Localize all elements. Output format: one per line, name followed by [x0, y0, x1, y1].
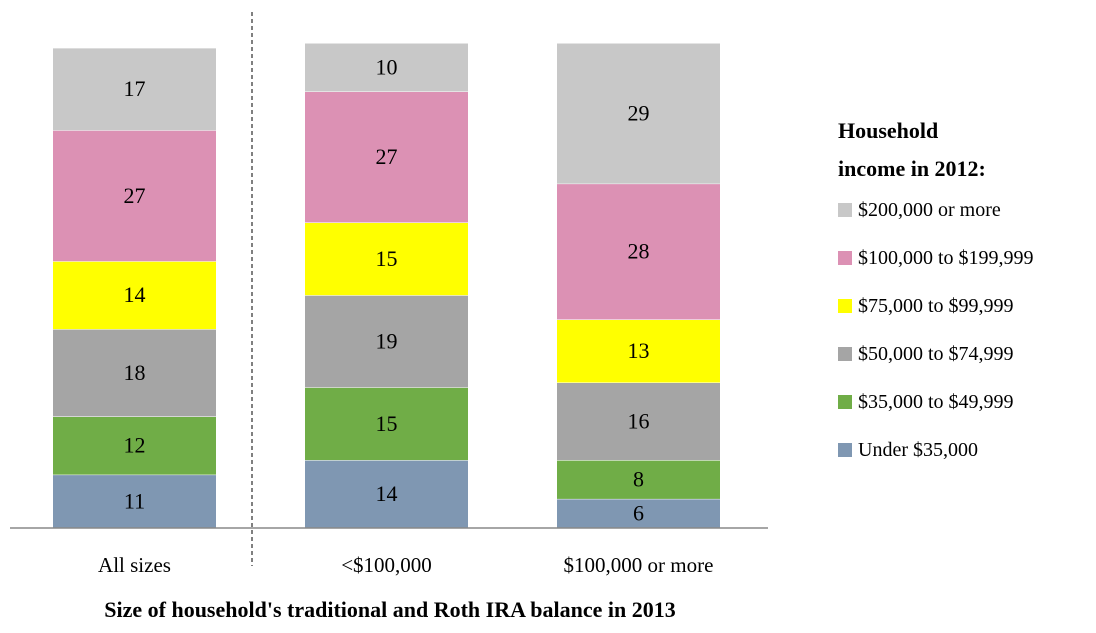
data-label: 8 — [633, 467, 644, 492]
bar-segment — [53, 329, 216, 417]
legend-swatch — [838, 395, 852, 409]
bar-segment — [53, 261, 216, 330]
legend-title: Household income in 2012: — [838, 118, 986, 181]
bar-segment — [305, 222, 468, 296]
bar-segment — [305, 387, 468, 461]
data-label: 14 — [376, 481, 398, 506]
bar-segment — [557, 382, 720, 461]
legend-swatch — [838, 299, 852, 313]
x-tick-label: All sizes — [98, 553, 171, 577]
x-tick-label: <$100,000 — [341, 553, 432, 577]
legend-swatch — [838, 443, 852, 457]
bar-segment — [53, 474, 216, 528]
bar-segment — [53, 130, 216, 262]
data-label: 27 — [124, 183, 146, 208]
bar-segment — [53, 416, 216, 475]
bar-segment — [305, 460, 468, 528]
bar-segment — [557, 319, 720, 383]
legend-item: $35,000 to $49,999 — [838, 378, 1068, 426]
data-label: 18 — [124, 360, 146, 385]
x-tick-label: $100,000 or more — [564, 553, 714, 577]
legend-item: $50,000 to $74,999 — [838, 330, 1068, 378]
x-axis-title: Size of household's traditional and Roth… — [104, 597, 675, 622]
legend-label: $200,000 or more — [858, 198, 1001, 221]
bar-segment — [557, 460, 720, 499]
legend-label: $75,000 to $99,999 — [858, 294, 1014, 317]
legend-swatch — [838, 251, 852, 265]
data-label: 29 — [628, 100, 650, 125]
legend-label: Under $35,000 — [858, 438, 978, 461]
data-label: 15 — [376, 411, 398, 436]
data-label: 6 — [633, 500, 644, 525]
data-label: 14 — [124, 282, 146, 307]
data-label: 10 — [376, 54, 398, 79]
bar-segment — [305, 295, 468, 388]
data-label: 11 — [124, 488, 145, 513]
data-label: 12 — [124, 433, 146, 458]
data-label: 19 — [376, 328, 398, 353]
data-label: 15 — [376, 246, 398, 271]
bar-segment — [305, 43, 468, 92]
legend-label: $50,000 to $74,999 — [858, 342, 1014, 365]
legend-label: $100,000 to $199,999 — [858, 246, 1034, 269]
bar-segment — [53, 47, 216, 131]
data-label: 16 — [628, 408, 650, 433]
legend-label: $35,000 to $49,999 — [858, 390, 1014, 413]
legend-item: $200,000 or more — [838, 186, 1068, 234]
bar-segment — [557, 498, 720, 528]
data-label: 27 — [376, 144, 398, 169]
data-label: 28 — [628, 239, 650, 264]
bar-segment — [557, 43, 720, 184]
legend-item: Under $35,000 — [838, 426, 1068, 474]
bar-segment — [305, 91, 468, 223]
data-label: 17 — [124, 76, 146, 101]
data-label: 13 — [628, 338, 650, 363]
bar-segment — [557, 183, 720, 320]
legend-item: $100,000 to $199,999 — [838, 234, 1068, 282]
legend-swatch — [838, 347, 852, 361]
legend-swatch — [838, 203, 852, 217]
legend: Household income in 2012: $200,000 or mo… — [838, 112, 1068, 484]
legend-item: $75,000 to $99,999 — [838, 282, 1068, 330]
